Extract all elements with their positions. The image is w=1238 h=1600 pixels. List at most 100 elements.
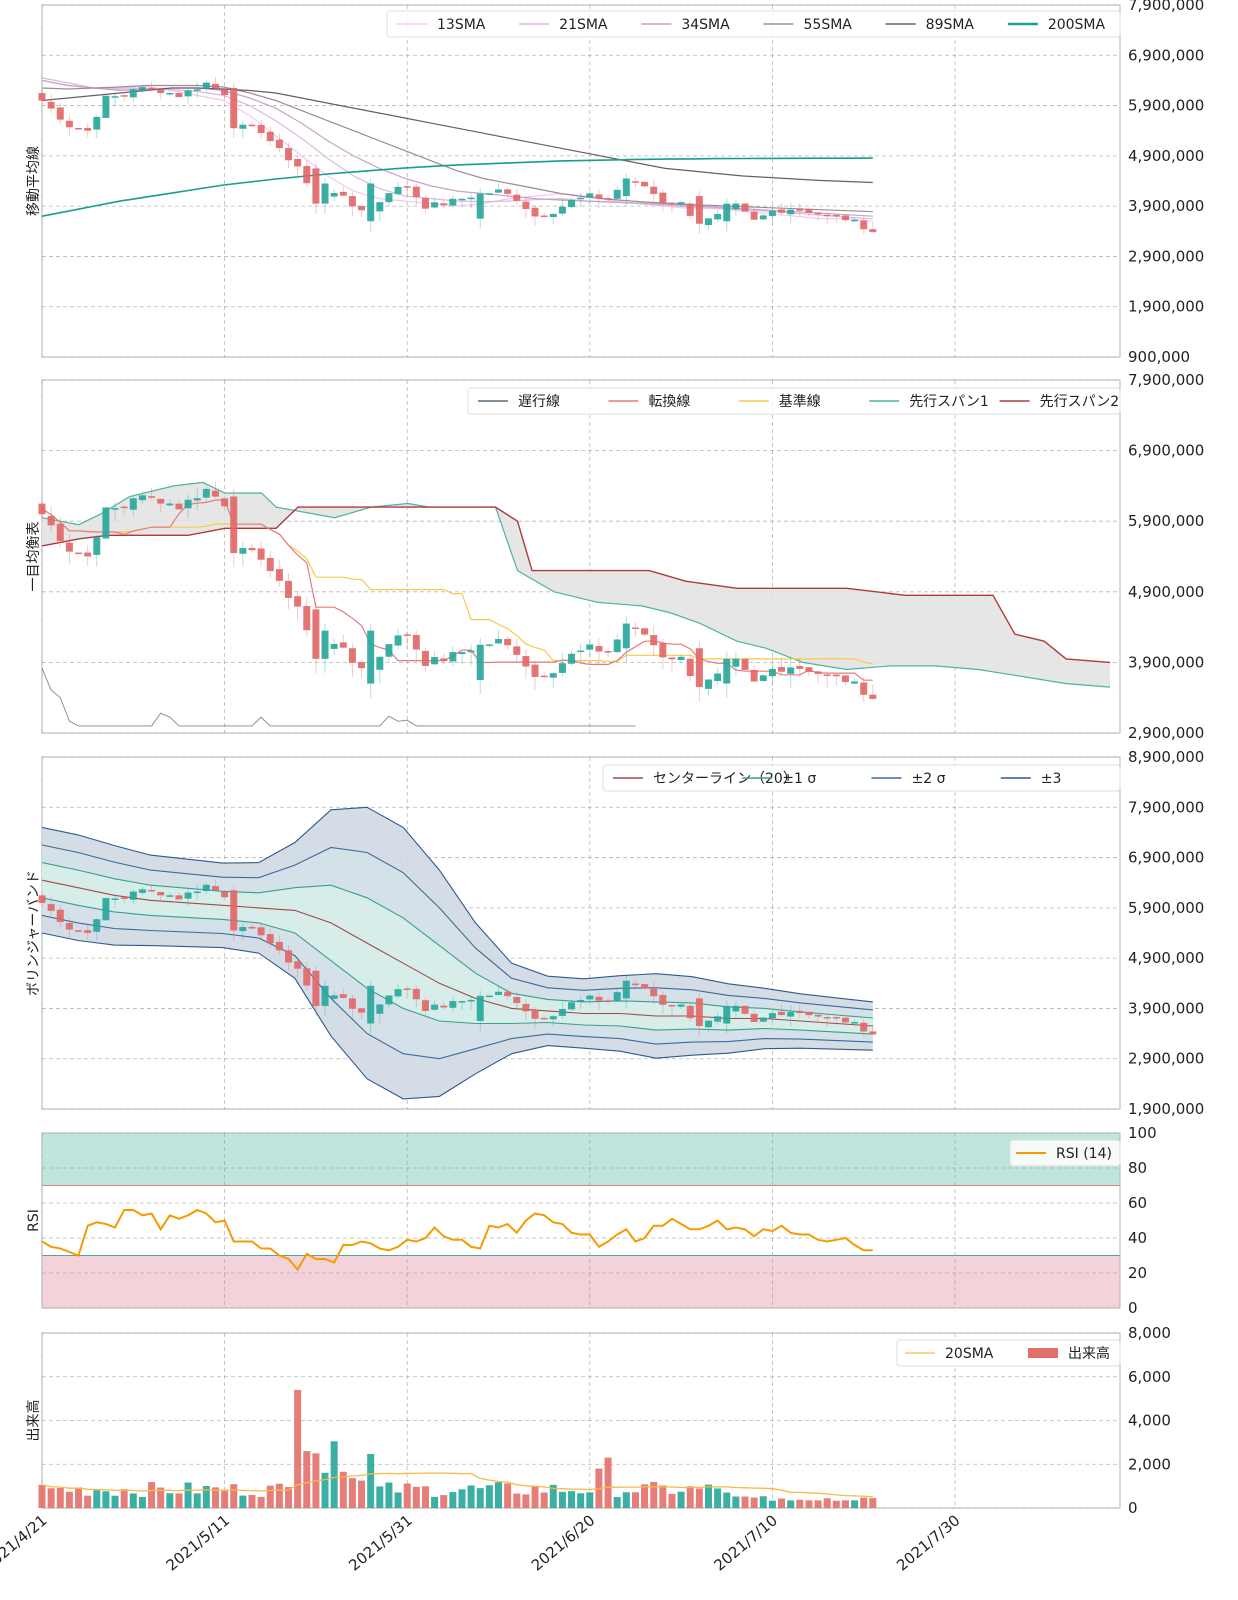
candle-body — [695, 196, 703, 224]
volume-bar — [513, 1493, 521, 1508]
x-tick-label: 2021/7/10 — [710, 1511, 780, 1574]
candle — [531, 1007, 539, 1029]
y-tick-label: 5,900,000 — [1128, 512, 1204, 530]
candle — [869, 684, 877, 701]
candle-body — [138, 495, 146, 501]
volume-bar — [485, 1485, 493, 1508]
candle — [695, 641, 703, 702]
panel-volume: 0 2,000 4,000 6,000 8,000 出来高 20SMA 出来高 2021/4/2… — [0, 1324, 1171, 1575]
candle-body — [787, 667, 795, 674]
candle — [586, 191, 594, 203]
candle — [358, 204, 366, 218]
plot-frame — [41, 4, 1121, 358]
candle — [613, 185, 621, 201]
candle — [285, 945, 293, 971]
candle — [157, 89, 165, 100]
y-tick-label: 8,000 — [1128, 1324, 1171, 1342]
candle — [558, 199, 566, 217]
candle-body — [723, 203, 731, 222]
candle-body — [111, 898, 119, 901]
candle — [750, 208, 758, 220]
legend-box — [602, 764, 1121, 792]
candle-body — [285, 950, 293, 963]
candle-body — [248, 926, 256, 929]
candle — [93, 534, 101, 567]
candle — [668, 1004, 676, 1016]
candle-body — [495, 639, 502, 644]
candle — [513, 638, 521, 662]
volume-bar — [458, 1489, 466, 1508]
volume-bar — [741, 1496, 749, 1508]
legend-label: RSI (14) — [1056, 1146, 1112, 1162]
candle — [759, 674, 767, 683]
candle — [93, 917, 101, 941]
candle — [641, 627, 649, 637]
candle-body — [869, 694, 877, 699]
candle-body — [312, 168, 320, 204]
candle — [796, 657, 804, 677]
legend-item: 21SMA — [519, 17, 608, 33]
candle — [495, 985, 502, 996]
candle — [440, 1001, 448, 1011]
volume-bar — [659, 1485, 667, 1508]
candle — [595, 189, 603, 209]
candle-body — [330, 995, 338, 999]
candle-body — [823, 1017, 831, 1019]
candle — [65, 534, 73, 565]
y-axis-label: 一目均衡表 — [26, 522, 42, 592]
candle-body — [595, 996, 603, 1001]
volume-bar — [248, 1495, 256, 1508]
bb-1sigma-fill — [42, 862, 873, 1035]
candle-body — [668, 202, 676, 205]
volume-bar — [558, 1491, 566, 1508]
candle-body — [485, 644, 493, 646]
legend-item: 13SMA — [397, 17, 486, 33]
legend-item: センターライン（20） — [613, 771, 797, 787]
candle-body — [239, 124, 247, 129]
candle-body — [193, 89, 201, 91]
candle — [741, 202, 749, 212]
candle-body — [723, 658, 731, 684]
candle — [257, 541, 265, 567]
candle — [531, 204, 539, 227]
candle — [385, 995, 393, 1009]
candle-body — [239, 548, 247, 554]
candle — [650, 179, 658, 202]
candle-body — [714, 214, 722, 220]
volume-bar — [732, 1496, 740, 1508]
candle-body — [778, 209, 786, 213]
volume-bar — [93, 1490, 101, 1508]
candle-body — [330, 644, 338, 649]
candle-body — [841, 215, 849, 221]
candle-body — [695, 648, 703, 688]
candle — [403, 986, 411, 999]
candle — [805, 1011, 813, 1019]
candle-body — [568, 653, 576, 664]
volume-bar — [211, 1487, 219, 1508]
candle — [595, 638, 603, 666]
volume-bar — [111, 1495, 119, 1508]
candle — [604, 997, 612, 1005]
candle-body — [248, 547, 256, 551]
candle — [184, 494, 192, 519]
candle — [102, 507, 110, 540]
candle — [47, 505, 55, 532]
candle — [732, 652, 740, 677]
candle-body — [412, 988, 420, 1000]
candle-body — [403, 988, 411, 990]
volume-bar — [285, 1487, 293, 1508]
candle-body — [558, 1008, 566, 1016]
panel-ichimoku: 2,900,000 3,900,000 4,900,000 5,900,000 6,90… — [26, 371, 1204, 742]
candle-body — [458, 1001, 466, 1003]
volume-bar — [412, 1486, 420, 1508]
y-tick-label: 40 — [1128, 1229, 1147, 1247]
candle-body — [120, 95, 128, 97]
candle-body — [714, 673, 722, 682]
candle-body — [56, 107, 64, 120]
y-tick-label: 3,900,000 — [1128, 653, 1204, 671]
candle-body — [714, 1016, 722, 1022]
candle — [120, 94, 128, 102]
volume-bar — [540, 1492, 548, 1508]
candle — [659, 991, 667, 1014]
candle-body — [695, 998, 703, 1027]
